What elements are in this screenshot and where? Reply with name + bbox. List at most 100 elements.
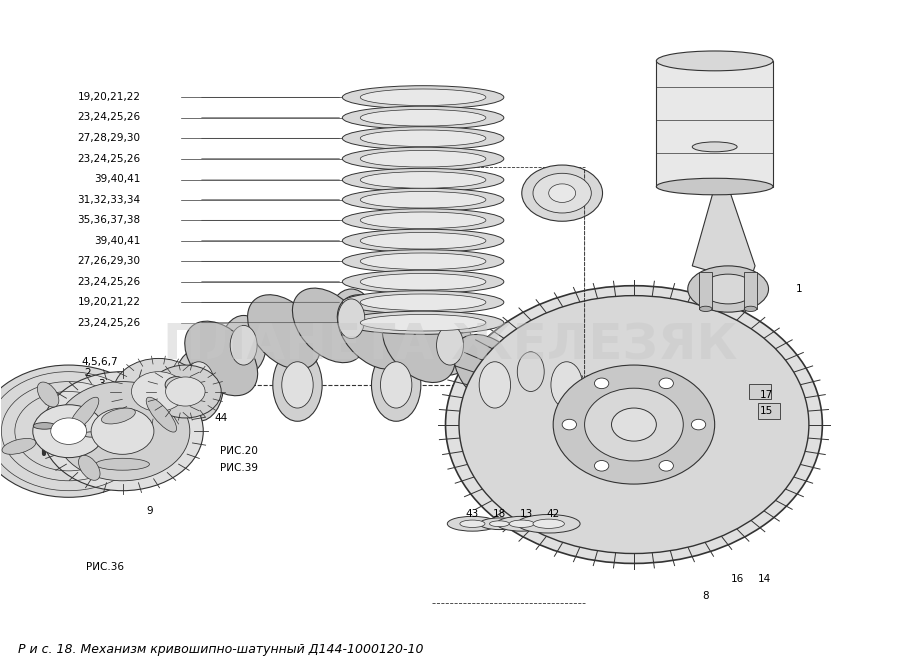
Ellipse shape [360,294,486,311]
Text: 3: 3 [98,378,104,388]
Text: 27,28,29,30: 27,28,29,30 [77,133,140,143]
Ellipse shape [470,349,519,421]
Ellipse shape [360,191,486,208]
Ellipse shape [102,408,135,424]
Ellipse shape [282,362,313,408]
Text: 39,40,41: 39,40,41 [94,236,140,246]
Ellipse shape [382,308,455,382]
Ellipse shape [342,147,504,171]
Ellipse shape [360,89,486,106]
Ellipse shape [522,165,602,221]
Text: 17: 17 [760,390,773,400]
Ellipse shape [184,321,257,396]
Text: 23,24,25,26: 23,24,25,26 [77,277,140,287]
Text: РИС.36: РИС.36 [86,562,123,572]
Ellipse shape [479,362,510,408]
Ellipse shape [744,306,757,311]
Ellipse shape [342,169,504,191]
Circle shape [659,378,673,388]
Text: 31,32,33,34: 31,32,33,34 [77,195,140,205]
Ellipse shape [381,362,412,408]
Ellipse shape [360,212,486,228]
Ellipse shape [360,232,486,249]
Text: ПЛАНЕТА ЖЕЛЕЗЯК: ПЛАНЕТА ЖЕЛЕЗЯК [163,321,737,369]
Ellipse shape [360,130,486,147]
Text: 4,5,6,7: 4,5,6,7 [81,357,118,367]
Circle shape [595,461,608,471]
Ellipse shape [518,515,580,533]
Circle shape [91,408,154,454]
Ellipse shape [342,106,504,129]
Text: 42: 42 [546,509,560,519]
Text: 19,20,21,22: 19,20,21,22 [77,92,140,102]
Text: 14: 14 [758,574,770,584]
Text: 1: 1 [796,284,802,294]
Ellipse shape [533,519,564,529]
Ellipse shape [342,208,504,232]
Polygon shape [692,187,755,279]
Text: 9: 9 [146,505,153,515]
Ellipse shape [183,362,214,408]
Ellipse shape [342,291,504,314]
Circle shape [149,365,221,418]
Circle shape [113,359,203,424]
Text: 10: 10 [41,433,55,443]
Text: 15: 15 [760,406,773,416]
Text: 43: 43 [466,509,479,519]
Bar [758,404,780,419]
Circle shape [659,461,673,471]
Circle shape [611,408,656,441]
Ellipse shape [338,299,364,339]
Circle shape [562,419,577,430]
Ellipse shape [692,142,737,152]
Bar [749,384,771,400]
Ellipse shape [509,520,535,527]
Text: 39,40,41: 39,40,41 [94,174,140,184]
Text: 16: 16 [731,574,743,584]
Ellipse shape [656,178,773,195]
Ellipse shape [273,349,322,421]
Ellipse shape [69,423,86,428]
Ellipse shape [342,270,504,293]
Ellipse shape [508,342,554,402]
Ellipse shape [436,325,464,365]
Ellipse shape [174,349,223,421]
Ellipse shape [95,458,149,470]
Text: 27,26,29,30: 27,26,29,30 [77,256,140,266]
Ellipse shape [518,352,544,392]
Ellipse shape [68,397,99,432]
Text: 45: 45 [91,389,104,399]
Circle shape [446,286,823,564]
Text: 35,36,37,38: 35,36,37,38 [77,215,140,225]
Text: 44: 44 [214,413,228,423]
Ellipse shape [497,517,547,531]
Text: Р и с. 18. Механизм кривошипно-шатунный Д144-1000120-10: Р и с. 18. Механизм кривошипно-шатунный … [18,643,424,656]
Ellipse shape [360,151,486,167]
Text: РИС.39: РИС.39 [220,463,258,473]
Ellipse shape [342,311,504,334]
Text: РИС.20: РИС.20 [220,446,258,456]
Ellipse shape [342,188,504,211]
Ellipse shape [360,274,486,290]
Ellipse shape [33,422,56,429]
Bar [154,376,203,393]
Circle shape [166,377,205,406]
Ellipse shape [454,335,526,409]
Ellipse shape [372,349,421,421]
Ellipse shape [447,517,498,531]
Text: 23,24,25,26: 23,24,25,26 [77,318,140,328]
Ellipse shape [360,110,486,126]
Ellipse shape [165,376,187,393]
Bar [656,61,773,187]
Ellipse shape [533,173,591,213]
Circle shape [55,382,190,481]
Ellipse shape [542,349,591,421]
Ellipse shape [688,266,769,312]
Text: 8: 8 [702,592,709,602]
Ellipse shape [490,521,509,527]
Text: 18: 18 [492,509,506,519]
Ellipse shape [248,295,320,369]
Circle shape [554,365,715,484]
Circle shape [41,372,203,491]
Circle shape [32,405,104,457]
